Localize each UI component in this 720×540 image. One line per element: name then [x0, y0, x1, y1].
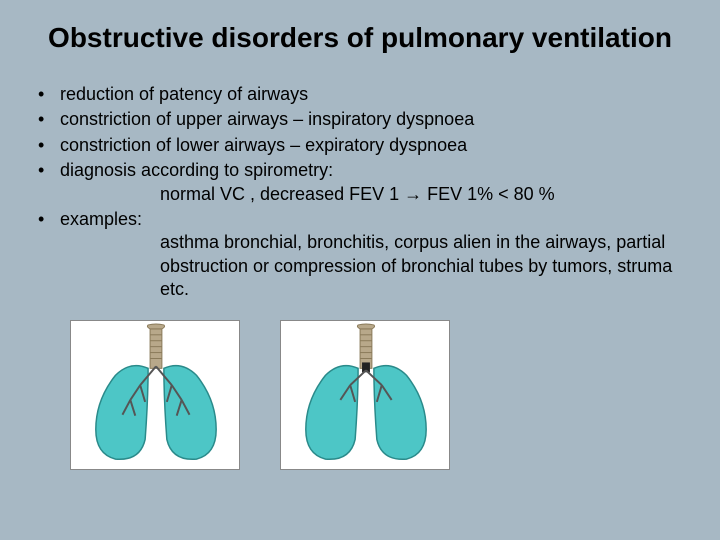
bullet-4-sub: normal VC , decreased FEV 1 → FEV 1% < 8…	[60, 183, 690, 206]
bullet-5-text: examples:	[60, 209, 142, 229]
bullet-4: diagnosis according to spirometry: norma…	[30, 159, 690, 206]
image-row	[70, 320, 690, 470]
lung-diagram-2	[280, 320, 450, 470]
bullet-1: reduction of patency of airways	[30, 83, 690, 106]
slide: Obstructive disorders of pulmonary venti…	[0, 0, 720, 540]
slide-title: Obstructive disorders of pulmonary venti…	[30, 20, 690, 55]
bullet-4-text: diagnosis according to spirometry:	[60, 160, 333, 180]
bullet-2: constriction of upper airways – inspirat…	[30, 108, 690, 131]
lung-diagram-1	[70, 320, 240, 470]
bullet-list: reduction of patency of airways constric…	[30, 83, 690, 302]
lungs-icon	[281, 321, 449, 469]
bullet-5: examples: asthma bronchial, bronchitis, …	[30, 208, 690, 302]
bullet-3: constriction of lower airways – expirato…	[30, 134, 690, 157]
lungs-icon	[71, 321, 239, 469]
bullet-5-sub: asthma bronchial, bronchitis, corpus ali…	[60, 231, 690, 301]
content-area: reduction of patency of airways constric…	[30, 83, 690, 470]
